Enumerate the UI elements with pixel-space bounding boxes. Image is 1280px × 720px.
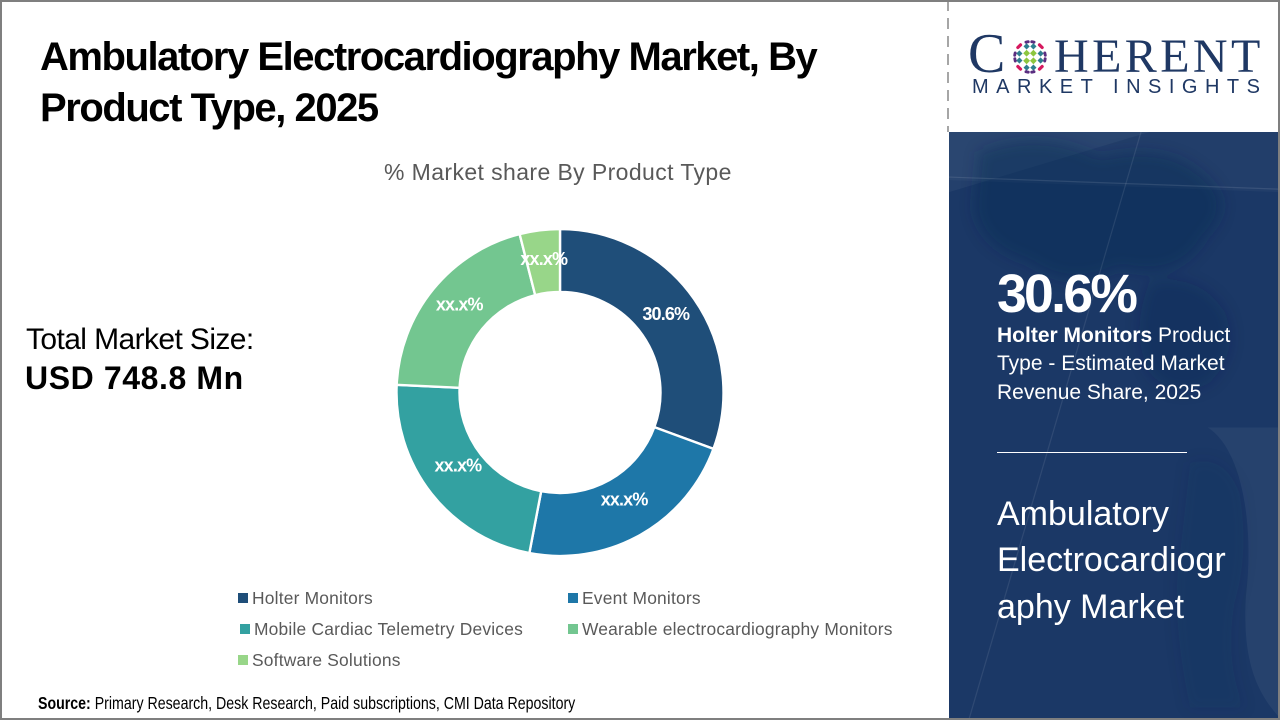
svg-text:xx.x%: xx.x% <box>436 295 484 315</box>
svg-text:30.6%: 30.6% <box>642 304 690 324</box>
svg-text:xx.x%: xx.x% <box>601 490 649 510</box>
svg-text:MARKET INSIGHTS: MARKET INSIGHTS <box>972 76 1268 98</box>
svg-text:xx.x%: xx.x% <box>520 249 568 269</box>
svg-text:HERENT: HERENT <box>1054 30 1264 83</box>
svg-text:xx.x%: xx.x% <box>435 456 483 476</box>
svg-text:C: C <box>968 23 1005 85</box>
